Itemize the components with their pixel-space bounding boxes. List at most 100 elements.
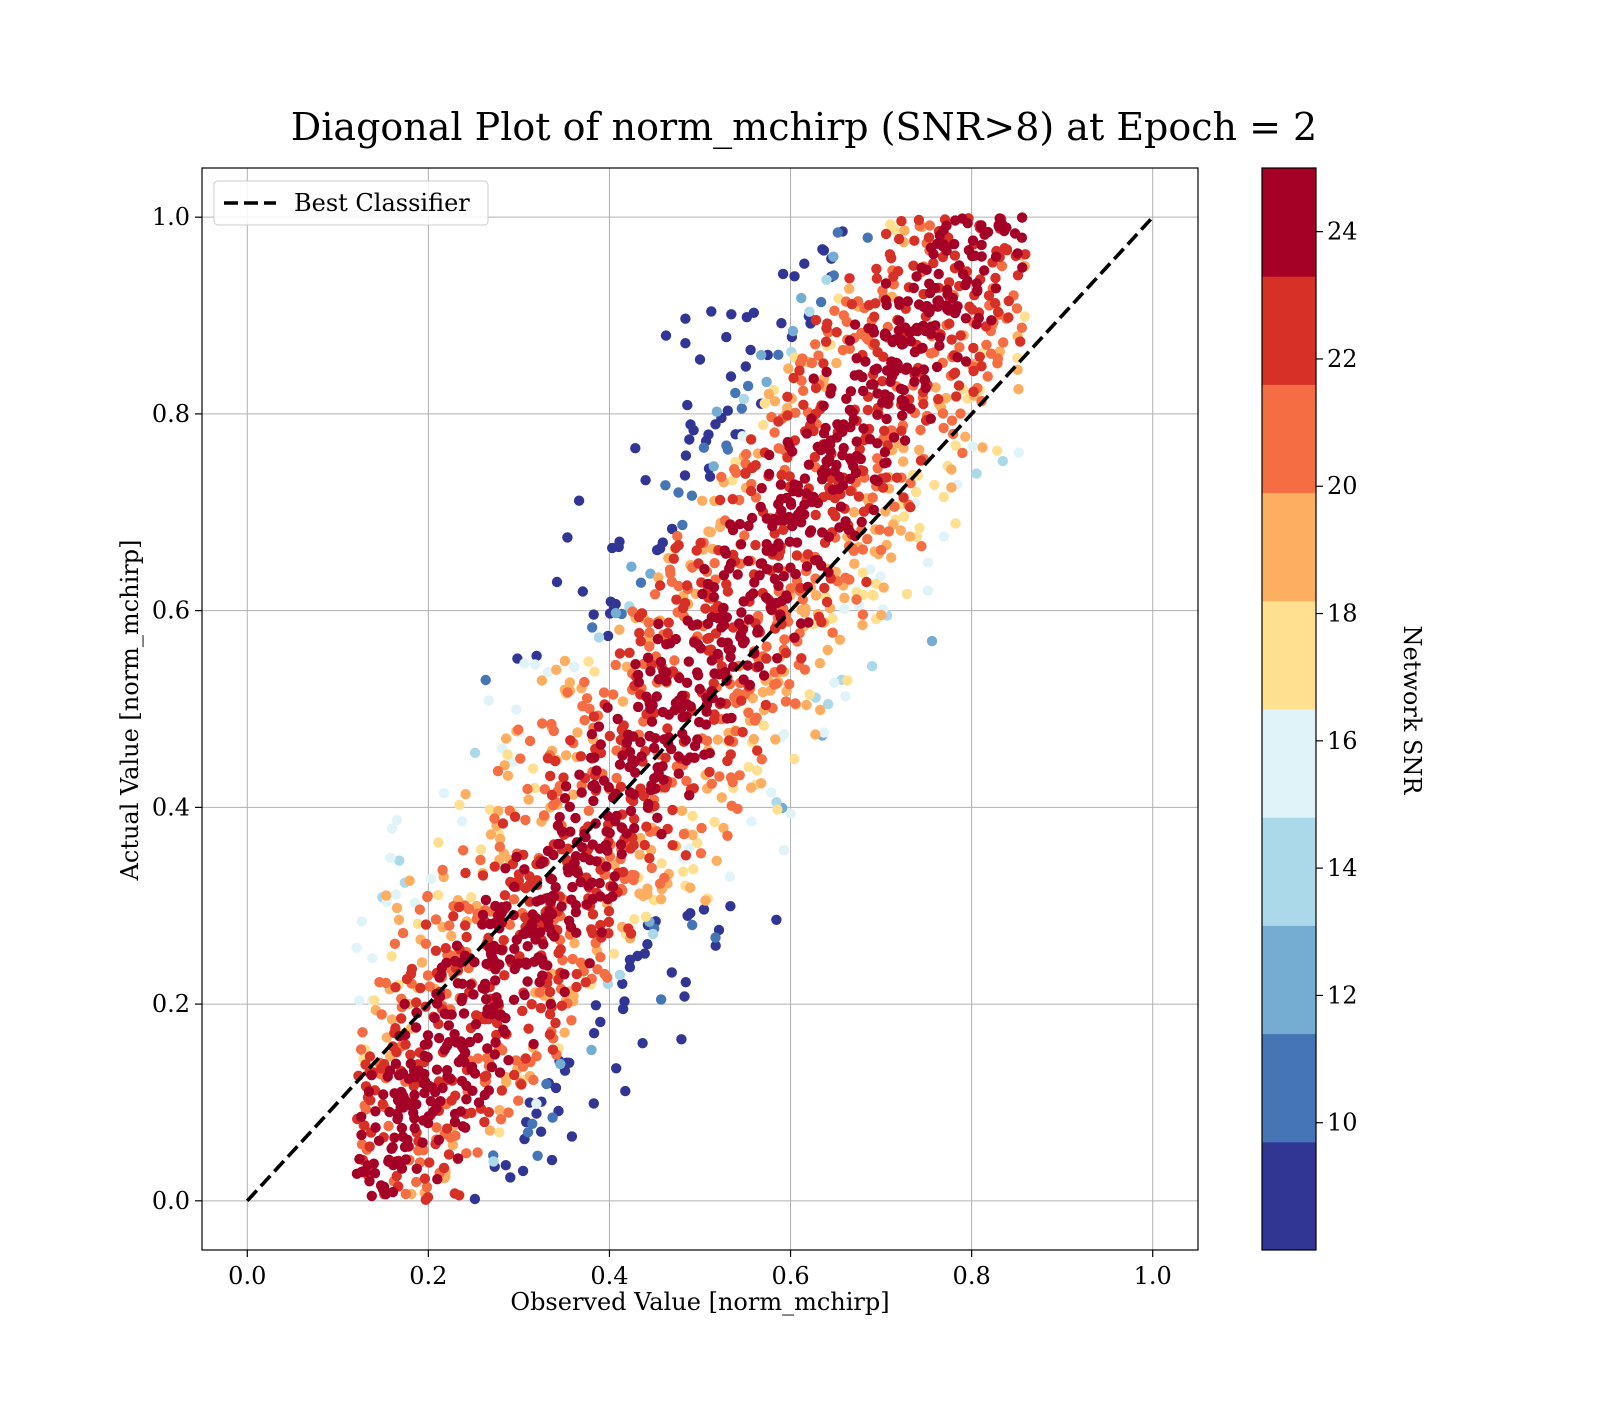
scatter-point <box>538 959 549 970</box>
scatter-point <box>400 1188 411 1200</box>
x-axis-label: Observed Value [norm_mchirp] <box>510 1288 889 1316</box>
scatter-point <box>769 573 781 585</box>
scatter-point <box>896 425 907 436</box>
scatter-point <box>399 1141 411 1153</box>
scatter-point <box>504 919 516 930</box>
scatter-point <box>769 396 781 407</box>
scatter-point <box>851 594 862 605</box>
scatter-point <box>718 570 730 581</box>
scatter-point <box>545 998 556 1010</box>
scatter-point <box>366 1070 377 1081</box>
scatter-point <box>456 1075 468 1087</box>
scatter-point <box>719 545 730 556</box>
scatter-point <box>782 402 793 414</box>
colorbar-frame <box>1261 167 1317 1251</box>
scatter-point <box>607 881 619 892</box>
scatter-point <box>718 822 729 834</box>
scatter-point <box>586 877 598 888</box>
scatter-point <box>810 314 822 326</box>
scatter-point <box>872 409 883 420</box>
scatter-point <box>456 816 468 827</box>
scatter-point <box>771 678 782 689</box>
scatter-point <box>942 289 953 300</box>
plot-frame <box>201 167 1199 1251</box>
scatter-point <box>625 805 637 817</box>
scatter-point <box>992 306 1004 318</box>
scatter-point <box>698 442 710 453</box>
scatter-point <box>722 755 733 767</box>
scatter-point <box>421 1181 433 1193</box>
scatter-point <box>566 1015 577 1026</box>
scatter-point <box>871 363 883 374</box>
scatter-point <box>654 543 666 554</box>
scatter-point <box>356 1111 367 1123</box>
scatter-point <box>546 718 557 730</box>
scatter-point <box>818 245 830 256</box>
scatter-point <box>629 823 640 834</box>
scatter-point <box>782 410 793 421</box>
scatter-point <box>680 850 692 861</box>
scatter-point <box>695 643 706 654</box>
scatter-point <box>687 919 698 931</box>
scatter-point <box>546 1154 558 1166</box>
scatter-point <box>734 770 745 781</box>
scatter-point <box>607 891 618 902</box>
scatter-point <box>933 268 944 280</box>
scatter-point <box>674 672 685 684</box>
scatter-point <box>820 422 831 434</box>
scatter-point <box>652 633 664 645</box>
scatter-point <box>430 914 442 925</box>
scatter-point <box>776 469 787 481</box>
scatter-point <box>422 1192 434 1203</box>
scatter-point <box>406 963 418 975</box>
scatter-point <box>810 339 821 350</box>
scatter-point <box>442 1071 453 1082</box>
scatter-point <box>799 509 810 520</box>
scatter-point <box>700 895 711 906</box>
scatter-point <box>385 852 396 863</box>
scatter-point <box>351 1168 363 1180</box>
scatter-point <box>550 882 561 893</box>
scatter-point <box>846 299 858 310</box>
scatter-point <box>960 431 971 442</box>
scatter-point <box>1009 228 1021 239</box>
scatter-point <box>741 312 752 323</box>
scatter-point <box>744 679 756 691</box>
scatter-point <box>740 468 751 479</box>
scatter-point <box>645 568 656 579</box>
scatter-point <box>712 648 723 660</box>
scatter-point <box>393 1070 405 1081</box>
scatter-point <box>422 890 433 902</box>
scatter-point <box>479 1116 490 1128</box>
scatter-point <box>439 1008 450 1019</box>
colorbar-segment <box>1262 276 1316 385</box>
scatter-point <box>718 619 730 631</box>
scatter-point <box>796 375 807 386</box>
scatter-point <box>396 1122 408 1134</box>
scatter-point <box>616 849 627 860</box>
scatter-point <box>817 474 828 485</box>
scatter-point <box>755 501 766 513</box>
scatter-point <box>926 321 937 332</box>
scatter-point <box>370 1106 381 1117</box>
scatter-point <box>673 580 684 592</box>
scatter-point <box>684 434 695 445</box>
scatter-point <box>500 863 511 874</box>
scatter-point <box>636 751 647 762</box>
scatter-point <box>390 889 402 900</box>
scatter-point <box>499 760 510 771</box>
scatter-point <box>673 540 684 551</box>
scatter-point <box>661 667 672 678</box>
scatter-point <box>821 274 832 285</box>
scatter-point <box>746 782 757 793</box>
scatter-point <box>810 509 821 521</box>
scatter-point <box>431 1122 442 1133</box>
scatter-point <box>822 644 833 656</box>
scatter-point <box>662 627 673 639</box>
scatter-point <box>356 916 367 927</box>
scatter-point <box>743 555 754 567</box>
scatter-point <box>510 1055 522 1066</box>
scatter-point <box>519 658 530 669</box>
scatter-point <box>789 271 800 282</box>
scatter-point <box>898 511 910 522</box>
